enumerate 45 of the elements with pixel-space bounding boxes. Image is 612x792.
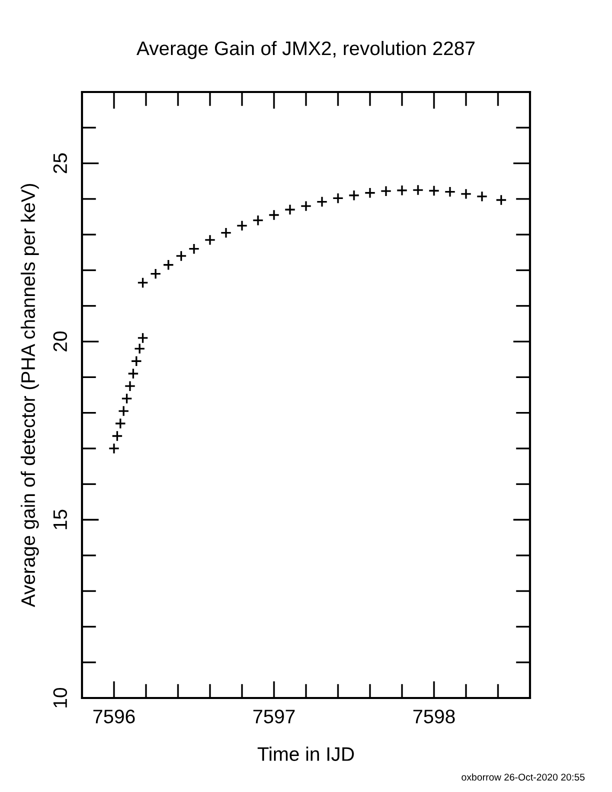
point — [204, 234, 216, 246]
point — [236, 220, 248, 232]
text: oxborrow 26-Oct-2020 20:55 — [462, 773, 585, 781]
point — [268, 209, 280, 221]
point — [108, 442, 120, 454]
point — [114, 418, 126, 430]
y-tick-label: 10 — [53, 688, 68, 708]
point — [118, 405, 130, 417]
point — [364, 187, 376, 199]
point — [124, 380, 136, 392]
point — [284, 204, 296, 216]
point — [252, 214, 264, 226]
point — [380, 185, 392, 197]
chart-title: Average Gain of JMX2, revolution 2287 — [136, 40, 475, 60]
point — [300, 200, 312, 212]
point — [112, 430, 123, 442]
point — [134, 342, 146, 354]
point — [316, 196, 328, 208]
x-tick-label: 7596 — [93, 710, 135, 724]
y-tick-label: 25 — [53, 153, 68, 174]
point — [332, 192, 344, 204]
point — [220, 227, 232, 238]
point — [150, 268, 162, 280]
point — [162, 259, 174, 271]
point — [121, 392, 132, 404]
point — [428, 185, 440, 196]
point — [128, 368, 139, 380]
x-axis-title: Time in IJD — [258, 746, 354, 761]
point — [396, 184, 408, 196]
point — [188, 243, 200, 255]
point — [348, 190, 360, 202]
y-tick-label: 20 — [53, 331, 68, 352]
x-tick-label: 7598 — [413, 710, 455, 724]
point — [496, 194, 507, 206]
point — [130, 355, 142, 367]
x-tick-label: 7597 — [253, 710, 295, 724]
point — [444, 186, 456, 198]
point — [137, 332, 148, 344]
point — [460, 188, 472, 200]
y-axis-title: Average gain of detector (PHA channels per keV) — [20, 184, 39, 608]
point — [412, 184, 424, 196]
point — [137, 277, 148, 288]
point — [476, 190, 488, 202]
point — [176, 250, 187, 262]
y-tick-label: 15 — [53, 510, 68, 530]
